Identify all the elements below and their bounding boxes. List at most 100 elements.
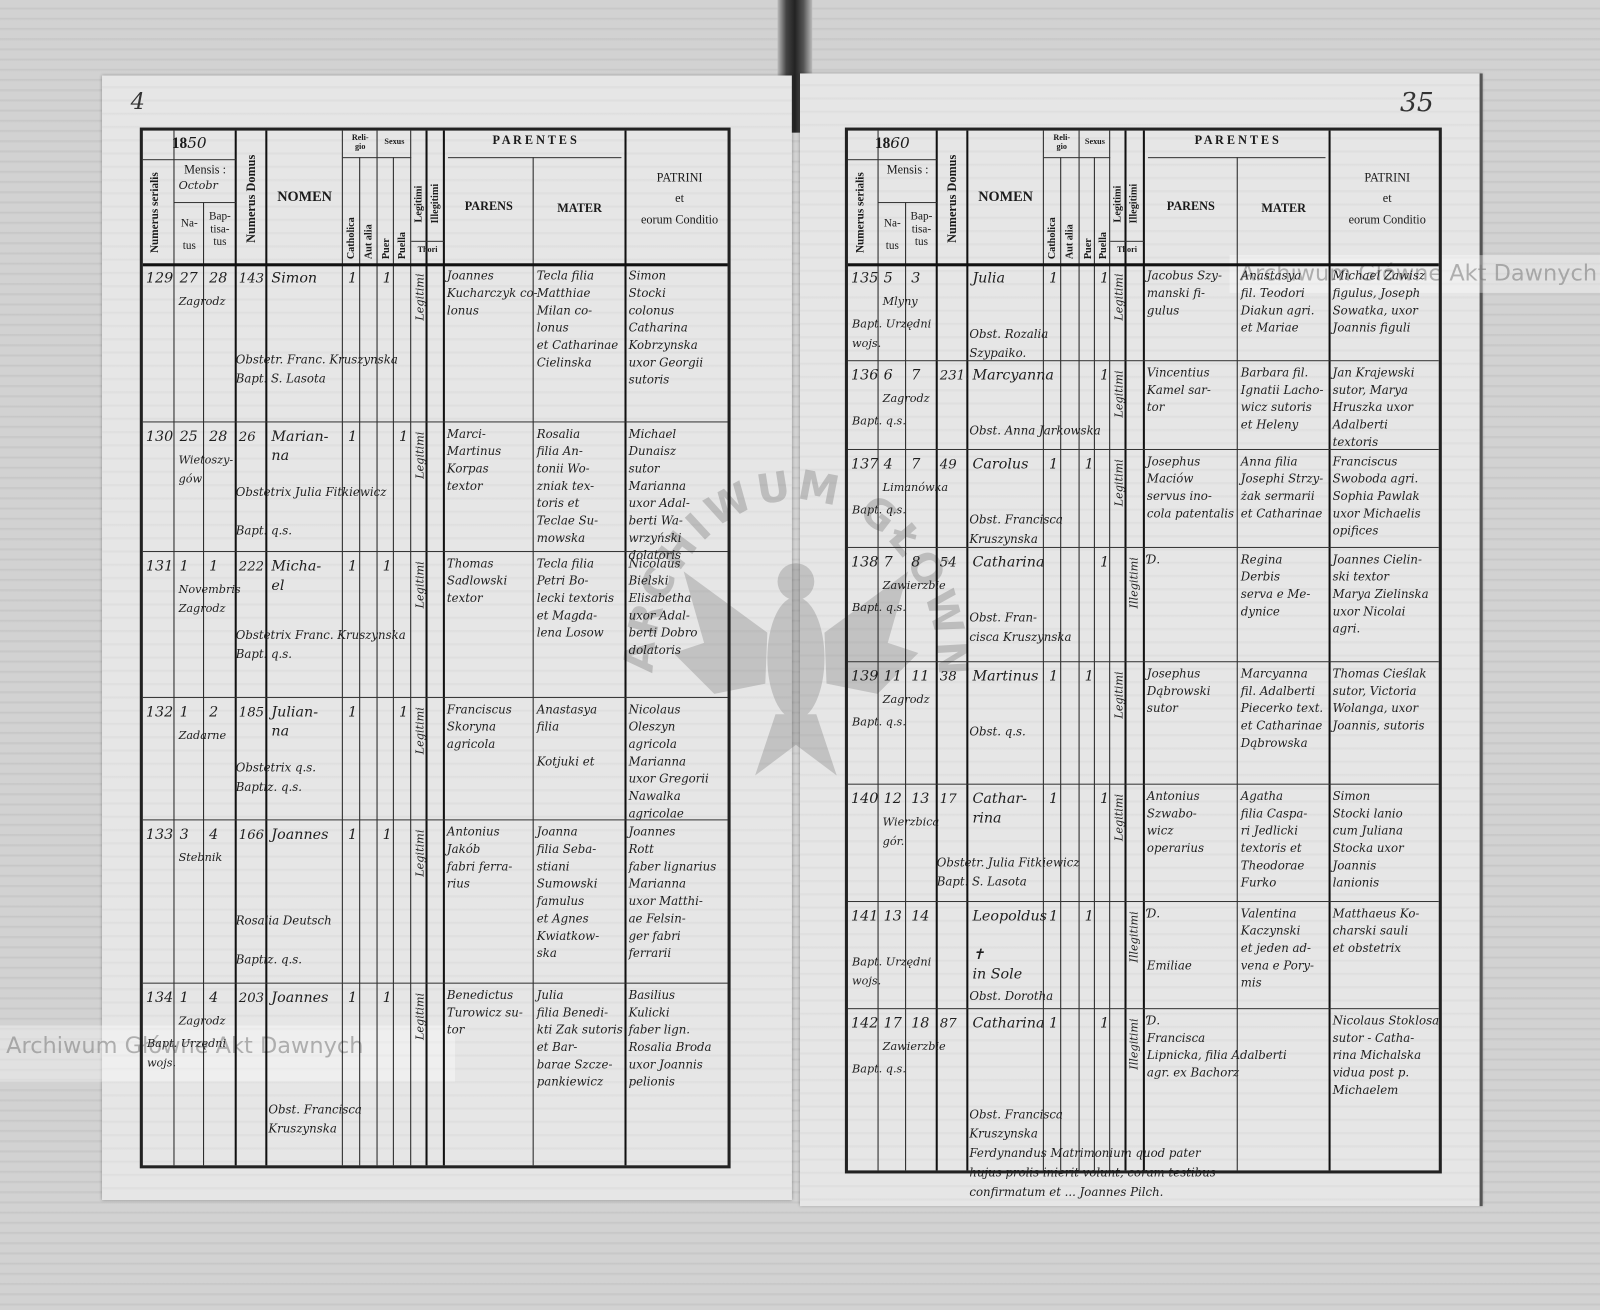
entry-sex-mark: 1	[1084, 668, 1094, 685]
entry-house-number: 222	[238, 559, 265, 575]
entry-serial-number: 141	[851, 908, 879, 925]
column-rule	[392, 157, 394, 1166]
entry-serial-number: 132	[145, 704, 174, 721]
entry-house-number: 143	[238, 271, 265, 287]
religio-header: Reli- gio	[1053, 132, 1071, 152]
entry-baptism-day: 8	[911, 554, 921, 571]
header-mensis-rule	[878, 202, 937, 204]
entry-locality: Zawierzbie	[882, 578, 946, 592]
entry-father: Joannes Kucharczyk co- lonus	[446, 268, 538, 318]
entry-serial-number: 135	[851, 270, 879, 287]
entry-father: Antonius Szwabo- wicz operarius	[1146, 788, 1205, 856]
entry-mother: Agatha filia Caspa- ri Jedlicki textoris…	[1240, 788, 1308, 890]
row-rule	[142, 819, 728, 821]
entry-locality: Mlyny	[882, 294, 918, 309]
left-folio-number: 4	[130, 89, 145, 116]
entry-child-name: Catharina	[972, 554, 1045, 571]
entry-baptism-day: 11	[911, 668, 930, 685]
entry-sex-mark: 1	[382, 826, 392, 843]
row-rule	[847, 546, 1439, 548]
entry-catholic-mark: 1	[1048, 456, 1059, 473]
entry-house-number: 87	[939, 1016, 957, 1032]
baptisatus-header: Bap- tisa- tus	[910, 210, 933, 249]
entry-serial-number: 134	[145, 989, 174, 1007]
entry-catholic-mark: 1	[347, 558, 358, 575]
column-rule	[1109, 130, 1111, 1171]
entry-child-name: Micha- el	[271, 558, 322, 594]
entry-godparents: Thomas Cieślak sutor, Victoria Wolanga, …	[1332, 666, 1427, 733]
column-rule	[265, 130, 268, 1166]
right-folio-number: 35	[1399, 87, 1434, 119]
entry-mother: Anna filia Josephi Strzy- żak sermarii e…	[1240, 454, 1324, 521]
entry-midwife-note: Obst. Francisca Kruszynska Ferdynandus M…	[969, 1107, 1216, 1199]
illegitimi-header: Illegitimi	[429, 184, 441, 224]
entry-legitimacy: Legitimi	[1112, 370, 1126, 418]
entry-midwife-note: Obst. Francisca Kruszynska	[268, 1102, 362, 1136]
entry-child-name: Catharina	[972, 1015, 1045, 1032]
register-entry: 129 27 28 143 Zagrodz Simon 1 1 Legitimi Joannes …	[143, 263, 734, 421]
entry-sex-mark: 1	[1084, 456, 1094, 473]
entry-child-name: Cathar- rina	[972, 790, 1028, 827]
right-page	[799, 73, 1483, 1207]
entry-child-name: Joannes	[271, 826, 329, 843]
entry-sex-mark: 1	[382, 270, 392, 287]
baptisatus-header: Bap- tisa- tus	[208, 210, 231, 249]
entry-catholic-mark: 1	[347, 826, 358, 843]
entry-serial-number: 138	[851, 554, 879, 571]
column-rule	[1328, 130, 1331, 1171]
entry-legitimacy: Illegitimi	[1127, 911, 1141, 963]
entry-godparents: Joannes Cielin- ski textor Marya Zielins…	[1332, 552, 1429, 636]
aut-alia-header: Aut alia	[1064, 224, 1076, 260]
entry-sex-mark: 1	[1099, 270, 1110, 287]
entry-catholic-mark: 1	[1048, 668, 1059, 685]
puer-header: Puer	[1082, 238, 1094, 260]
register-entry: 140 12 13 17 Wierzbica gór. Cathar- rina 1 1 Leg…	[848, 784, 1445, 901]
header-year-rule	[847, 159, 937, 161]
parens-header: PARENS	[1166, 198, 1215, 214]
register-entry: 133 3 4 166 Stebnik Joannes 1 1 Legitimi Antonius…	[143, 819, 734, 982]
register-entry: 136 6 7 231. Zagrodz Bapt. q.s. Marcyanna 1 Legi…	[848, 360, 1445, 449]
row-rule	[847, 783, 1439, 785]
year-handwritten: 50	[187, 133, 207, 153]
entry-godparents: Basilius Kulicki faber lign. Rosalia Bro…	[628, 987, 712, 1089]
year-prefix: 18	[874, 135, 891, 153]
entry-child-name: Leopoldus ✝ in Sole	[972, 908, 1047, 983]
register-entry: 131 1 1 222 Novembris Zagrodz Micha- el 1 1 Legi…	[143, 551, 734, 697]
entry-baptism-day: 4	[209, 826, 219, 843]
entry-father: Vincentius Kamel sar- tor	[1146, 365, 1211, 415]
column-rule	[376, 130, 378, 1166]
entry-midwife-note: Obst. Fran- cisca Kruszynska	[969, 610, 1072, 644]
illegitimi-header: Illegitimi	[1128, 184, 1140, 224]
numerus-serialis-header: Numerus serialis	[854, 171, 867, 253]
column-rule	[359, 157, 361, 1166]
entry-baptism-note: Bapt. q.s.	[852, 715, 906, 729]
entry-locality: Zagrodz	[882, 692, 930, 707]
entry-father: Thomas Sadlowski textor	[446, 556, 508, 606]
patrini-header: PATRINI et eorum Conditio	[1348, 170, 1426, 227]
column-rule	[1078, 130, 1080, 1171]
entry-father: Benedictus Turowicz su- tor	[446, 987, 523, 1037]
entry-serial-number: 130	[145, 428, 174, 445]
left-page	[102, 75, 792, 1200]
sexus-header: Sexus	[1084, 136, 1105, 146]
entry-legitimacy: Legitimi	[413, 561, 427, 609]
entry-baptism-day: 28	[209, 428, 228, 445]
entry-baptism-day: 7	[911, 367, 921, 384]
puer-header: Puer	[380, 238, 392, 260]
entry-locality: Zagrodz	[882, 391, 930, 406]
entry-birth-day: 4	[883, 456, 893, 473]
entry-godparents: Joannes Rott faber lignarius Marianna ux…	[628, 824, 717, 961]
entry-father: Josephus Dąbrowski sutor	[1146, 666, 1211, 716]
entry-sex-mark: 1	[382, 558, 392, 575]
numerus-serialis-header: Numerus serialis	[148, 171, 162, 253]
column-rule	[966, 130, 969, 1171]
column-rule	[1042, 130, 1044, 1171]
column-rule	[624, 130, 627, 1166]
entry-godparents: Franciscus Swoboda agri. Sophia Pawlak u…	[1332, 454, 1421, 538]
entry-legitimacy: Illegitimi	[1127, 557, 1141, 609]
nomen-header: NOMEN	[277, 189, 332, 206]
parentes-header: P A R E N T E S	[492, 132, 577, 147]
entry-locality: Wierzbica gór.	[882, 815, 940, 848]
entry-midwife-note: Rosalia Deutsch Baptiz. q.s.	[235, 913, 332, 967]
